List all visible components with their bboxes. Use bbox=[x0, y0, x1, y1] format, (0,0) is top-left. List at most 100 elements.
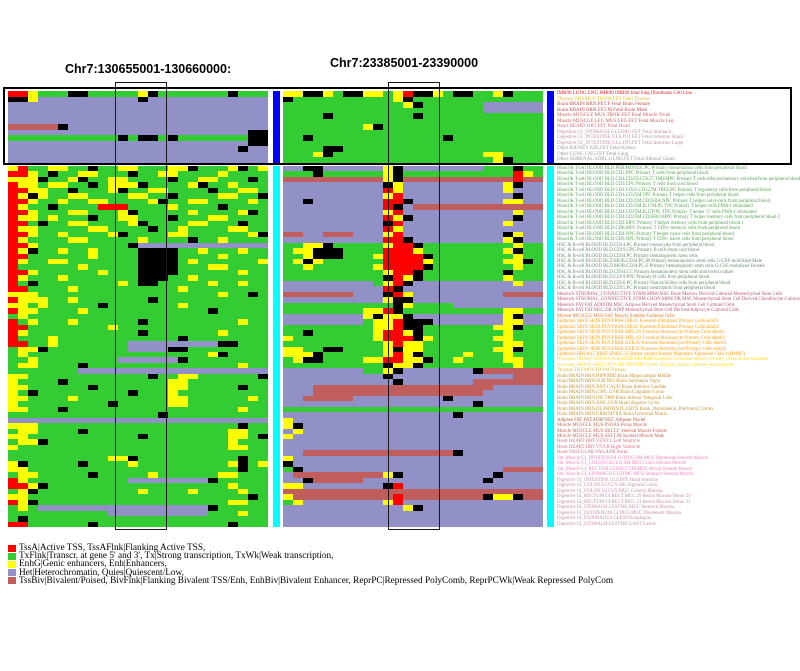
heatmap-cell-run bbox=[513, 171, 524, 178]
heatmap-cell-run bbox=[393, 269, 414, 276]
heatmap-cell-run bbox=[8, 308, 19, 315]
legend-color-swatch bbox=[8, 544, 16, 552]
heatmap-cell-run bbox=[283, 129, 543, 136]
heatmap-cell-run bbox=[178, 269, 239, 276]
heatmap-cell-run bbox=[198, 373, 259, 380]
heatmap-cell-run bbox=[423, 357, 434, 364]
heatmap-cell-run bbox=[38, 226, 89, 232]
heatmap-cell-run bbox=[118, 215, 139, 222]
heatmap-cell-run bbox=[8, 220, 29, 227]
row-label: Digestive GI_ESOPHAGUS GI.ESO Esophagus bbox=[557, 516, 651, 522]
fetal-section-box bbox=[3, 87, 792, 165]
heatmap-cell-run bbox=[433, 264, 514, 271]
heatmap-cell-run bbox=[158, 226, 179, 232]
heatmap-cell-run bbox=[148, 330, 219, 336]
heatmap-cell-run bbox=[383, 357, 404, 364]
heatmap-cell-run bbox=[353, 291, 384, 298]
legend-item: EnhG|Genic enhancers, Enh|Enhancers, bbox=[8, 559, 800, 569]
heatmap-cell-run bbox=[283, 140, 543, 147]
heatmap-cell-run bbox=[513, 176, 524, 183]
heatmap-cell-run bbox=[413, 96, 543, 103]
heatmap-cell-run bbox=[8, 494, 29, 500]
heatmap-cell-run bbox=[393, 220, 404, 227]
heatmap-cell-run bbox=[228, 204, 268, 211]
heatmap-cell-run bbox=[473, 91, 494, 97]
heatmap-cell-run bbox=[413, 362, 424, 369]
heatmap-cell-run bbox=[18, 505, 29, 511]
heatmap-cell-run bbox=[393, 302, 404, 309]
heatmap-cell-run bbox=[218, 291, 229, 298]
heatmap-cell-run bbox=[48, 483, 229, 490]
heatmap-cell-run bbox=[403, 193, 514, 200]
heatmap-cell-run bbox=[218, 477, 268, 484]
heatmap-cell-run bbox=[198, 166, 229, 172]
heatmap-cell-run bbox=[283, 151, 314, 158]
heatmap-cell-run bbox=[68, 198, 89, 205]
heatmap-cell-run bbox=[78, 319, 139, 325]
heatmap-cell-run bbox=[48, 215, 59, 222]
heatmap-cell-run bbox=[158, 135, 169, 142]
heatmap-cell-run bbox=[283, 341, 384, 347]
heatmap-cell-run bbox=[303, 450, 454, 457]
row-label: Blood & T-cell BLOOD BLD.CD8.NPC Primary… bbox=[557, 237, 734, 243]
heatmap-cell-run bbox=[303, 91, 324, 97]
heatmap-cell-run bbox=[88, 198, 109, 205]
heatmap-cell-run bbox=[283, 209, 384, 216]
heatmap-cell-run bbox=[18, 275, 29, 282]
heatmap-cell-run bbox=[28, 477, 129, 484]
heatmap-cell-run bbox=[403, 182, 504, 189]
heatmap-cell-run bbox=[18, 444, 229, 451]
heatmap-cell-run bbox=[343, 346, 384, 353]
heatmap-cell-run bbox=[38, 209, 69, 216]
heatmap-cell-run bbox=[108, 269, 139, 276]
heatmap-cell-run bbox=[523, 346, 543, 353]
heatmap-cell-run bbox=[8, 428, 19, 435]
heatmap-cell-run bbox=[218, 341, 239, 347]
heatmap-cell-run bbox=[38, 291, 219, 298]
heatmap-cell-run bbox=[513, 231, 524, 238]
heatmap-cell-run bbox=[98, 166, 119, 172]
heatmap-cell-run bbox=[28, 406, 59, 413]
heatmap-cell-run bbox=[18, 379, 59, 386]
heatmap-cell-run bbox=[523, 242, 543, 249]
row-label: Muscle MUSCLE MUS.SKLT.M Skeletal Muscle… bbox=[557, 434, 665, 439]
heatmap-cell-run bbox=[383, 264, 424, 271]
heatmap-cell-run bbox=[48, 182, 69, 189]
highlight-box-right-region bbox=[388, 82, 440, 530]
heatmap-cell-run bbox=[523, 494, 543, 500]
heatmap-cell-run bbox=[283, 384, 314, 391]
heatmap-cell-run bbox=[523, 166, 543, 172]
heatmap-cell-run bbox=[8, 102, 268, 108]
heatmap-cell-run bbox=[28, 494, 249, 500]
heatmap-cell-run bbox=[148, 91, 159, 97]
heatmap-cell-run bbox=[108, 510, 209, 517]
heatmap-cell-run bbox=[513, 264, 524, 271]
heatmap-cell-run bbox=[8, 516, 19, 522]
heatmap-cell-run bbox=[283, 187, 384, 194]
heatmap-cell-run bbox=[88, 220, 129, 227]
heatmap-cell-run bbox=[443, 135, 454, 142]
heatmap-cell-run bbox=[463, 412, 543, 418]
heatmap-cell-run bbox=[403, 330, 414, 336]
heatmap-cell-run bbox=[168, 401, 189, 407]
heatmap-cell-run bbox=[493, 384, 543, 391]
heatmap-cell-run bbox=[363, 313, 374, 320]
heatmap-cell-run bbox=[188, 379, 268, 386]
heatmap-cell-run bbox=[128, 341, 219, 347]
heatmap-cell-run bbox=[88, 209, 119, 216]
heatmap-cell-run bbox=[38, 488, 139, 495]
heatmap-cell-run bbox=[513, 351, 543, 358]
row-label: Adipose FAT FAT.ADIP.NUC Adipose Nuclei bbox=[557, 417, 646, 423]
heatmap-cell-run bbox=[18, 248, 29, 254]
heatmap-cell-run bbox=[513, 182, 524, 189]
heatmap-cell-run bbox=[28, 395, 69, 402]
heatmap-cell-run bbox=[48, 220, 69, 227]
heatmap-cell-run bbox=[238, 91, 268, 97]
heatmap-cell-run bbox=[58, 204, 99, 211]
heatmap-cell-run bbox=[283, 291, 354, 298]
heatmap-cell-run bbox=[18, 439, 39, 446]
heatmap-cell-run bbox=[148, 193, 169, 200]
heatmap-cell-run bbox=[403, 176, 514, 183]
heatmap-cell-run bbox=[148, 434, 229, 440]
heatmap-cell-run bbox=[523, 357, 543, 364]
